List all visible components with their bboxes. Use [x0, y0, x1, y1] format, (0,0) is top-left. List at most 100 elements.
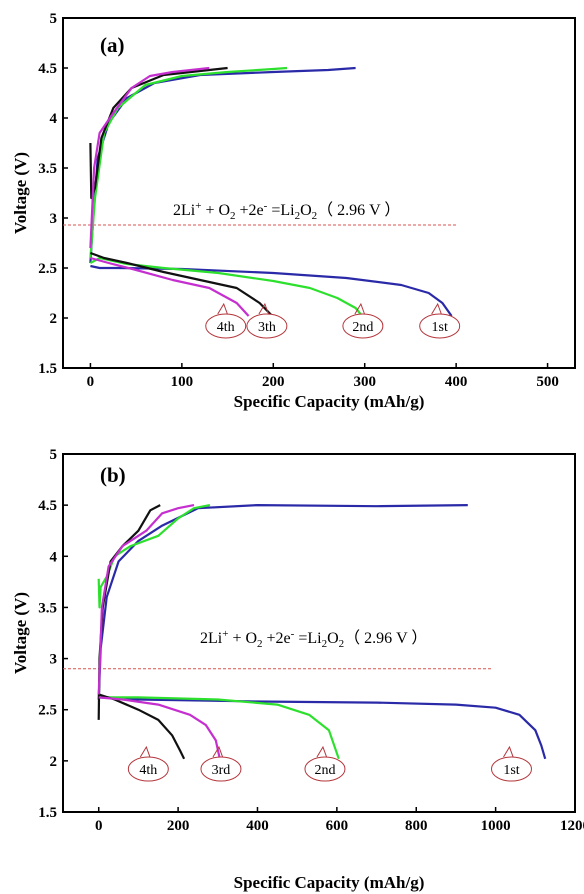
annotation-bubble	[246, 313, 288, 339]
discharge-curve-2	[89, 256, 364, 318]
x-tick-label: 1200	[560, 818, 584, 834]
annotation-label: 2nd	[352, 320, 373, 335]
y-tick-label: 3	[50, 211, 58, 227]
y-tick-label: 4.5	[38, 61, 57, 77]
plot-frame	[62, 17, 576, 369]
annotation-pointer	[258, 302, 270, 316]
annotation-pointer	[217, 302, 229, 316]
reaction-equation: 2Li+ + O2 +2e- =Li2O2（ 2.96 V ）	[173, 200, 400, 222]
annotation-bubble	[304, 756, 346, 782]
charge-curve-2	[97, 504, 211, 609]
equation-part: （ 2.96 V ）	[344, 629, 427, 647]
annotation-bubble	[342, 313, 384, 339]
cycle-annotation: 1st	[490, 745, 532, 782]
equation-part: O	[327, 630, 339, 647]
x-axis-label: Specific Capacity (mAh/g)	[234, 873, 425, 892]
cycle-annotation: 3th	[246, 302, 288, 339]
chart-panel-b: 1.5 2 2.5 3 3.5 4 4.5 5 0 200 400 600 800 1000 1200 Spe…	[11, 447, 584, 892]
x-tick-label: 0	[95, 818, 103, 834]
cycle-annotation: 2nd	[342, 302, 384, 339]
y-tick-label: 2.5	[38, 261, 57, 277]
annotation-label: 3th	[258, 320, 276, 335]
annotation-pointer	[431, 302, 443, 316]
cycle-annotation: 4th	[127, 745, 169, 782]
y-tick-label: 4	[50, 549, 58, 565]
annotation-pointer	[354, 302, 366, 316]
x-tick-label: 200	[167, 818, 190, 834]
equation-part: =Li	[294, 630, 322, 647]
y-tick-label: 5	[50, 11, 58, 27]
discharge-curve-3	[98, 693, 186, 760]
y-tick-label: 4.5	[38, 498, 57, 514]
charge-curve-4	[97, 504, 195, 695]
annotation-label: 1st	[503, 763, 519, 778]
equation-part: +2e	[236, 202, 264, 219]
annotation-label: 4th	[139, 763, 157, 778]
annotation-bubble	[200, 756, 242, 782]
equation-part: 2	[312, 210, 318, 222]
annotation-pointer	[212, 745, 224, 759]
discharge-curve-4	[90, 256, 250, 317]
cycle-annotation: 3rd	[200, 745, 242, 782]
equation-part: 2	[295, 210, 301, 222]
annotation-label: 3rd	[212, 763, 231, 778]
x-axis-label: Specific Capacity (mAh/g)	[234, 392, 425, 411]
equation-part: -	[291, 628, 295, 640]
x-tick-label: 400	[246, 818, 269, 834]
annotation-bubble	[205, 313, 247, 339]
cycle-annotation: 2nd	[304, 745, 346, 782]
discharge-curve-1	[98, 696, 547, 760]
x-tick-label: 200	[262, 374, 285, 390]
equation-part: =Li	[267, 202, 295, 219]
annotation-bubble	[127, 756, 169, 782]
equation-part: 2	[322, 638, 328, 650]
y-axis-label: Voltage (V)	[11, 152, 30, 234]
y-tick-label: 2	[50, 754, 58, 770]
annotation-pointer	[503, 745, 514, 759]
charge-curve-1	[97, 504, 468, 700]
y-tick-label: 3.5	[38, 600, 57, 616]
y-tick-label: 3.5	[38, 161, 57, 177]
y-tick-label: 4	[50, 111, 58, 127]
discharge-curve-1	[90, 264, 453, 317]
equation-part: + O	[228, 630, 257, 647]
x-tick-label: 300	[353, 374, 376, 390]
y-tick-label: 1.5	[38, 805, 57, 821]
annotation-bubble	[490, 756, 532, 782]
equation-part: -	[264, 200, 268, 212]
equation-part: 2	[257, 638, 263, 650]
x-tick-label: 800	[405, 818, 428, 834]
discharge-curve-4	[98, 696, 221, 760]
x-tick-label: 400	[445, 374, 468, 390]
charge-curve-3	[97, 504, 161, 720]
equation-part: +2e	[263, 630, 291, 647]
discharge-curve-3	[90, 251, 275, 318]
equation-part: 2	[339, 638, 345, 650]
equation-part: 2Li	[200, 630, 223, 647]
equation-part: 2	[230, 210, 236, 222]
plot-frame	[62, 453, 576, 813]
panel-label: (a)	[100, 33, 125, 57]
annotation-label: 4th	[217, 320, 235, 335]
chart-panel-a: 1.5 2 2.5 3 3.5 4 4.5 5 0 100 200 300 400 500 Specific…	[11, 11, 576, 411]
y-tick-label: 5	[50, 447, 58, 463]
x-tick-label: 500	[536, 374, 559, 390]
equation-part: O	[300, 202, 312, 219]
y-tick-label: 2	[50, 311, 58, 327]
discharge-curve-2	[98, 696, 340, 760]
equation-part: +	[222, 628, 228, 640]
annotation-pointer	[139, 745, 151, 759]
y-tick-label: 3	[50, 652, 58, 668]
panel-label: (b)	[100, 463, 126, 487]
equation-part: 2Li	[173, 202, 196, 219]
cycle-annotation: 4th	[205, 302, 247, 339]
charge-curve-3	[89, 66, 228, 200]
x-tick-label: 1000	[481, 818, 511, 834]
x-tick-label: 600	[326, 818, 349, 834]
y-tick-label: 2.5	[38, 703, 57, 719]
annotation-label: 1st	[432, 320, 448, 335]
y-tick-label: 1.5	[38, 361, 57, 377]
cycle-annotation: 1st	[419, 302, 461, 339]
annotation-bubble	[419, 313, 461, 339]
